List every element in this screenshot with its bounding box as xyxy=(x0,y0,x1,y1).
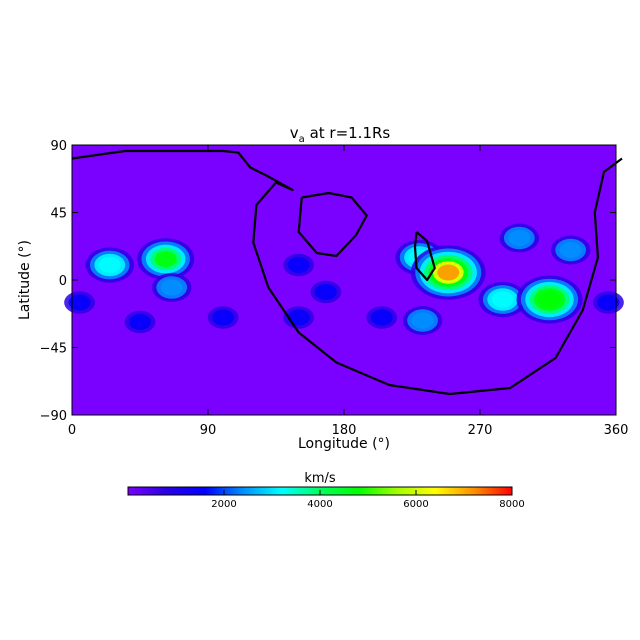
hotspot-2 xyxy=(151,273,192,302)
hotspot-17 xyxy=(593,291,624,314)
x-tick-label-0: 0 xyxy=(68,423,76,438)
hotspot-10 xyxy=(402,306,443,335)
hotspot-4 xyxy=(124,310,156,334)
y-axis: 90 45 0 −45 −90 xyxy=(40,139,616,424)
chart-title: va at r=1.1Rs xyxy=(290,124,391,145)
x-axis: 0 90 180 270 360 xyxy=(68,145,629,438)
hotspot-13 xyxy=(478,281,527,318)
colorbar-tick-label-3: 8000 xyxy=(499,499,524,510)
hotspot-6 xyxy=(283,306,315,329)
colorbar-tick-label-2: 6000 xyxy=(403,499,428,510)
y-tick-label-4: −90 xyxy=(40,409,67,424)
y-axis-label: Latitude (°) xyxy=(17,240,33,320)
hotspot-1 xyxy=(137,238,195,280)
y-tick-label-3: −45 xyxy=(40,342,67,357)
y-tick-label-1: 45 xyxy=(50,207,67,222)
y-tick-label-0: 90 xyxy=(50,139,67,154)
plot-frame xyxy=(71,144,617,416)
hotspot-9 xyxy=(366,306,398,329)
hotspot-3 xyxy=(64,291,95,314)
hotspot-14 xyxy=(499,223,540,253)
hotspot-16 xyxy=(550,235,591,265)
x-tick-label-1: 90 xyxy=(200,423,217,438)
contour-layer xyxy=(71,149,623,396)
contour-closed-contour-2 xyxy=(413,231,436,282)
svg-text:va at r=1.1Rs: va at r=1.1Rs xyxy=(290,124,391,145)
colorbar-tick-label-1: 4000 xyxy=(307,499,332,510)
colorbar-ticks: 2000 4000 6000 8000 xyxy=(211,490,525,510)
contour-polarity-inversion-line xyxy=(71,149,623,396)
title-rest: at r=1.1Rs xyxy=(305,124,391,142)
hotspot-7 xyxy=(283,253,315,277)
hotspot-5 xyxy=(207,306,239,329)
hotspot-0 xyxy=(85,247,134,283)
plot-area xyxy=(64,145,624,415)
contour-closed-contour-1 xyxy=(297,191,368,258)
colorbar-label: km/s xyxy=(304,471,336,486)
y-tick-label-2: 0 xyxy=(59,274,67,289)
colorbar-tick-label-0: 2000 xyxy=(211,499,236,510)
hotspot-15 xyxy=(516,275,583,324)
title-subscript: a xyxy=(299,134,305,145)
x-axis-label: Longitude (°) xyxy=(298,436,390,452)
x-tick-label-4: 360 xyxy=(604,423,629,438)
title-main: v xyxy=(290,124,299,142)
x-tick-label-3: 270 xyxy=(468,423,493,438)
hotspot-layer xyxy=(64,223,624,335)
colorbar: km/s 2000 4000 6000 8000 xyxy=(127,471,525,510)
hotspot-12 xyxy=(410,245,486,300)
x-tick-label-2: 180 xyxy=(332,423,357,438)
hotspot-8 xyxy=(310,280,342,304)
